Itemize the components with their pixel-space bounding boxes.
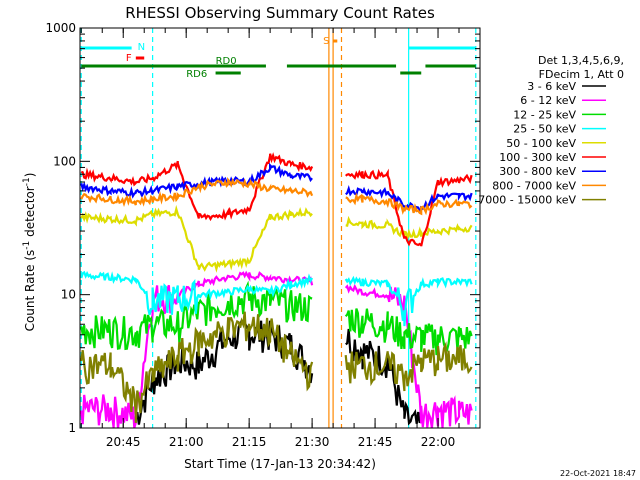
legend-entry-label: 12 - 25 keV xyxy=(513,108,576,121)
y-tick-label: 1000 xyxy=(45,21,76,35)
flag-label-rd0: RD0 xyxy=(216,56,237,67)
chart-title: RHESSI Observing Summary Count Rates xyxy=(125,4,435,22)
axis-frame xyxy=(79,27,481,429)
x-tick-label: 21:45 xyxy=(358,435,393,449)
series-line-7 xyxy=(80,176,473,216)
y-tick-label: 1 xyxy=(68,421,76,435)
legend-entry-label: 7000 - 15000 keV xyxy=(478,194,576,207)
legend-header-line: FDecim 1, Att 0 xyxy=(539,68,624,81)
series-line-5 xyxy=(80,152,473,247)
legend-entry-label: 50 - 100 keV xyxy=(506,137,576,150)
legend-entry-label: 3 - 6 keV xyxy=(527,80,576,93)
x-tick-label: 21:30 xyxy=(295,435,330,449)
flag-label-f: F xyxy=(126,53,132,64)
x-axis-label: Start Time (17-Jan-13 20:34:42) xyxy=(184,457,376,471)
x-tick-label: 21:00 xyxy=(169,435,204,449)
series-line-6 xyxy=(80,162,473,213)
legend-entry-label: 25 - 50 keV xyxy=(513,123,576,136)
footer-date: 22-Oct-2021 18:47 xyxy=(560,469,636,478)
series-line-2 xyxy=(80,280,473,356)
legend-entry-label: 800 - 7000 keV xyxy=(492,179,576,192)
legend-entry-label: 300 - 800 keV xyxy=(499,165,576,178)
plot-area: NF S RD0 RD6 xyxy=(80,28,477,429)
legend: Det 1,3,4,5,6,9,FDecim 1, Att 03 - 6 keV… xyxy=(478,54,624,207)
axes: 1 10 100 1000 20:45 21:00 21:15 21:30 21:45 22:00 xyxy=(45,21,481,449)
legend-entry-label: 100 - 300 keV xyxy=(499,151,576,164)
x-tick-label: 20:45 xyxy=(106,435,141,449)
y-tick-label: 100 xyxy=(53,154,76,168)
series-line-8 xyxy=(80,311,473,423)
flag-label-s: S xyxy=(323,36,329,47)
legend-entry-label: 6 - 12 keV xyxy=(520,94,576,107)
legend-header-line: Det 1,3,4,5,6,9, xyxy=(538,54,624,67)
series-line-4 xyxy=(80,204,473,273)
flag-label-n: N xyxy=(138,42,145,53)
series-line-3 xyxy=(80,270,473,327)
x-tick-label: 22:00 xyxy=(421,435,456,449)
y-axis-label: Count Rate (s-1 detector-1) xyxy=(22,173,37,332)
flag-label-rd6: RD6 xyxy=(186,69,207,80)
x-tick-label: 21:15 xyxy=(232,435,267,449)
y-tick-label: 10 xyxy=(61,288,76,302)
